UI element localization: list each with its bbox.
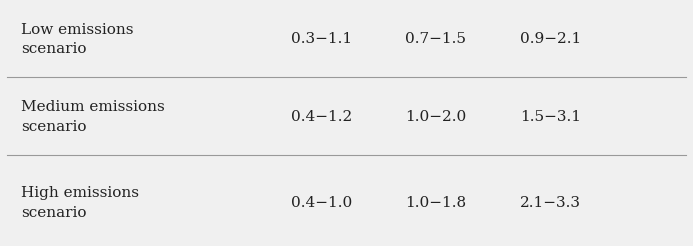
Text: 1.0−1.8: 1.0−1.8 [405,196,466,210]
Text: 1.5−3.1: 1.5−3.1 [520,110,581,124]
Text: 0.3−1.1: 0.3−1.1 [291,32,352,46]
Text: 0.7−1.5: 0.7−1.5 [405,32,466,46]
Text: High emissions
scenario: High emissions scenario [21,186,139,220]
Text: 0.4−1.2: 0.4−1.2 [291,110,352,124]
Text: Medium emissions
scenario: Medium emissions scenario [21,100,164,134]
Text: Low emissions
scenario: Low emissions scenario [21,23,133,56]
Text: 1.0−2.0: 1.0−2.0 [405,110,466,124]
Text: 0.9−2.1: 0.9−2.1 [520,32,581,46]
Text: 0.4−1.0: 0.4−1.0 [291,196,352,210]
Text: 2.1−3.3: 2.1−3.3 [520,196,581,210]
